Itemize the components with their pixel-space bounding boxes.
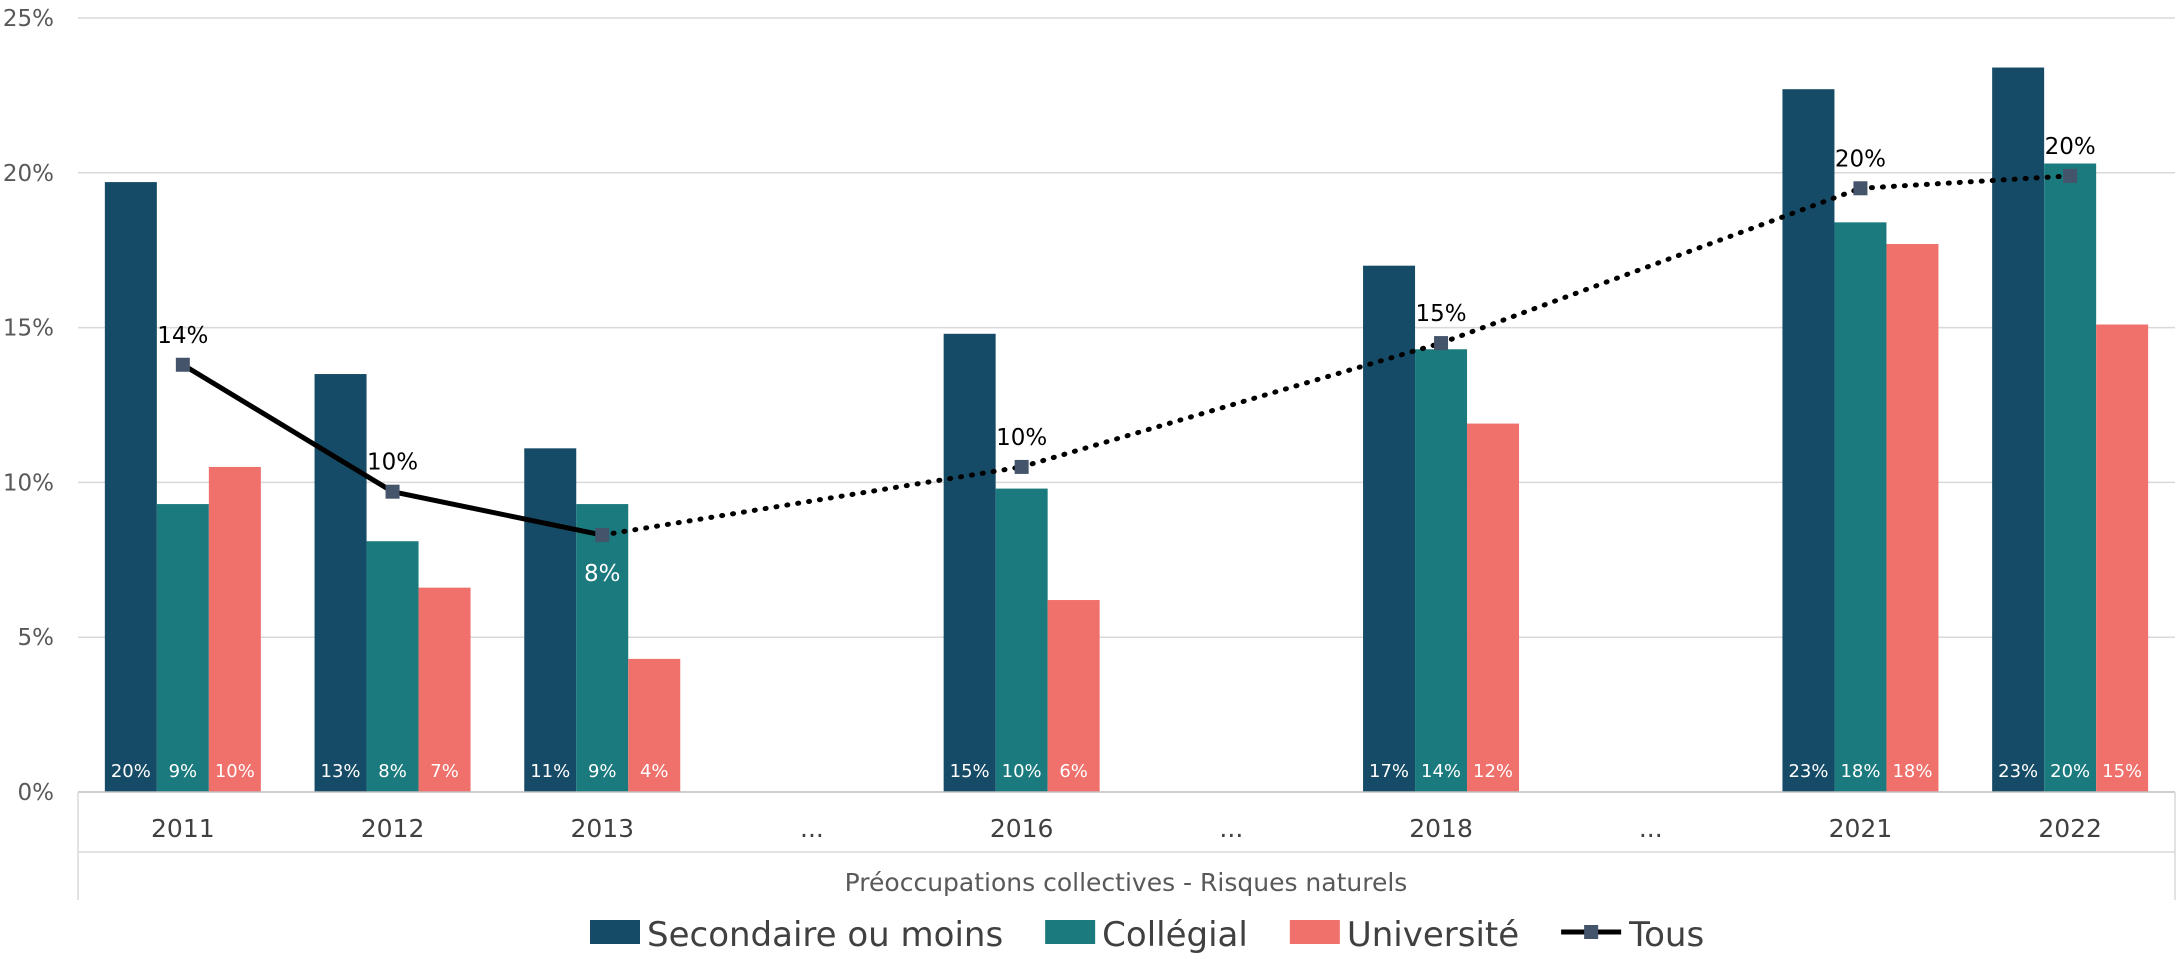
bar-data-label: 23%: [1788, 761, 1828, 782]
bar: [995, 488, 1048, 792]
bar-data-label: 20%: [2050, 761, 2090, 782]
x-tick-label: 2016: [990, 814, 1054, 843]
line-segment: [1438, 185, 1863, 346]
y-tick-label: 25%: [3, 6, 54, 32]
legend-swatch: [1045, 920, 1096, 944]
bar: [2044, 163, 2097, 793]
legend-label: Secondaire ou moins: [647, 915, 1003, 955]
line-marker: [385, 484, 400, 499]
legend-swatch: [590, 920, 640, 944]
legend-item: Tous: [1561, 915, 1704, 955]
legend: Secondaire ou moins Collégial Université To…: [590, 915, 1704, 955]
bar: [524, 448, 577, 792]
bar-data-label: 6%: [1059, 761, 1088, 782]
bars: 20% 13% 11% 15% 17% 23% 23%9% 8% 9% 10% 14% 18% 20%1…: [104, 67, 2149, 793]
line-marker: [2063, 168, 2078, 183]
bar: [208, 466, 261, 792]
bar: [1886, 244, 1939, 792]
legend-item: Collégial: [1045, 915, 1248, 955]
bar: [943, 333, 996, 792]
bar-data-label: 11%: [530, 761, 570, 782]
line-segment: [1019, 340, 1444, 470]
bar: [1467, 423, 1520, 792]
x-tick-label: 2022: [2038, 814, 2102, 843]
bar-data-label: 10%: [215, 761, 255, 782]
bar: [156, 504, 209, 792]
legend-item: Secondaire ou moins: [590, 915, 1003, 955]
bar-data-label: 10%: [1002, 761, 1042, 782]
x-tick-label: ...: [1219, 814, 1243, 843]
line-data-label: 20%: [1835, 146, 1886, 172]
y-tick-label: 0%: [18, 780, 55, 806]
line-marker: [1014, 459, 1029, 474]
line-data-label: 8%: [584, 561, 621, 587]
bar: [1992, 67, 2045, 792]
x-tick-label: 2012: [361, 814, 425, 843]
y-tick-label: 5%: [18, 625, 55, 651]
line-marker: [595, 528, 610, 543]
line-segment: [1857, 173, 2073, 191]
total-line: 14% 10% 8% 10% 15% 20% 20%: [157, 134, 2095, 587]
line-segment: [181, 362, 394, 494]
bar: [628, 658, 681, 792]
legend-label: Tous: [1628, 915, 1704, 955]
bar: [1363, 265, 1416, 792]
line-data-label: 10%: [367, 450, 418, 476]
x-tick-label: 2018: [1409, 814, 1473, 843]
y-axis-ticks: 0% 5% 10% 15% 20% 25%: [3, 6, 54, 806]
bar-data-label: 9%: [588, 761, 617, 782]
bar-data-label: 4%: [640, 761, 669, 782]
y-tick-label: 20%: [3, 161, 54, 187]
bar: [1047, 600, 1100, 792]
bar: [366, 541, 419, 792]
legend-marker: [1584, 925, 1599, 939]
x-axis-title: Préoccupations collectives - Risques nat…: [845, 868, 1408, 897]
line-marker: [1853, 181, 1868, 196]
bar-data-label: 18%: [1840, 761, 1880, 782]
x-tick-label: 2011: [151, 814, 215, 843]
line-marker: [1434, 336, 1449, 351]
x-tick-label: 2013: [570, 814, 634, 843]
bar: [2096, 324, 2149, 792]
bar: [1782, 89, 1835, 792]
x-axis: 2011 2012 2013... 2016... 2018... 2021 2022: [77, 791, 2176, 900]
x-tick-label: ...: [800, 814, 824, 843]
bar: [104, 182, 157, 792]
line-data-label: 20%: [2045, 134, 2096, 160]
legend-label: Université: [1347, 915, 1519, 955]
bar-data-label: 15%: [950, 761, 990, 782]
line-segment: [392, 489, 603, 538]
bar-data-label: 7%: [430, 761, 459, 782]
bar-data-label: 13%: [321, 761, 361, 782]
legend-label: Collégial: [1102, 915, 1248, 955]
bar: [1834, 222, 1887, 792]
bar-data-label: 18%: [1892, 761, 1932, 782]
bar-data-label: 17%: [1369, 761, 1409, 782]
line-data-label: 10%: [996, 425, 1047, 451]
bar-data-label: 14%: [1421, 761, 1461, 782]
x-tick-label: ...: [1639, 814, 1663, 843]
x-tick-label: 2021: [1829, 814, 1893, 843]
bar: [418, 587, 471, 792]
bar-data-label: 20%: [111, 761, 151, 782]
bar: [314, 374, 367, 792]
bar-data-label: 12%: [1473, 761, 1513, 782]
bar-data-label: 8%: [378, 761, 407, 782]
line-segment: [599, 464, 1025, 538]
bar: [1415, 349, 1468, 792]
legend-item: Université: [1289, 915, 1519, 955]
y-tick-label: 15%: [3, 316, 54, 342]
bar: [576, 504, 629, 792]
y-tick-label: 10%: [3, 470, 54, 496]
line-marker: [175, 357, 190, 372]
line-data-label: 15%: [1415, 301, 1466, 327]
legend-swatch: [1289, 920, 1340, 944]
bar-data-label: 23%: [1998, 761, 2038, 782]
bar-data-label: 9%: [169, 761, 198, 782]
bar-data-label: 15%: [2102, 761, 2142, 782]
line-data-label: 14%: [157, 323, 208, 349]
